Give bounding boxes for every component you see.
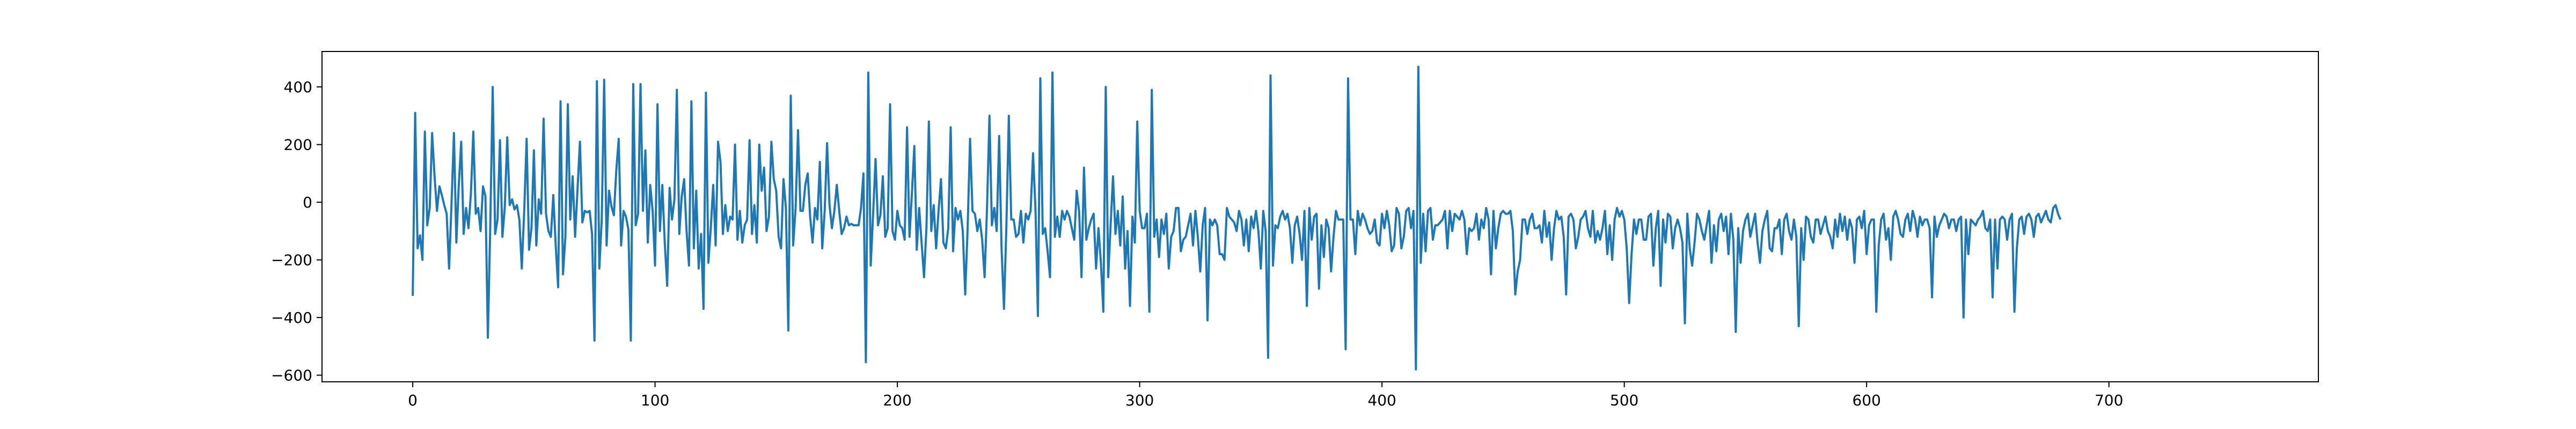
x-tick-label: 200 <box>883 391 911 409</box>
x-tick-label: 0 <box>408 391 418 409</box>
y-axis: −600 −400 −200 0 200 400 <box>271 78 322 384</box>
x-tick-label: 100 <box>641 391 669 409</box>
y-tick-label: 0 <box>303 194 312 211</box>
x-tick-label: 500 <box>1610 391 1638 409</box>
x-tick-label: 300 <box>1125 391 1154 409</box>
y-tick-label: −200 <box>271 252 312 269</box>
y-tick-label: −600 <box>271 367 312 384</box>
x-axis: 0 100 200 300 400 500 600 700 <box>408 382 2123 409</box>
y-tick-label: 400 <box>284 78 312 96</box>
series-line-0 <box>412 65 2062 371</box>
series-group <box>412 65 2062 371</box>
x-tick-label: 600 <box>1852 391 1880 409</box>
plot-frame <box>321 51 2319 382</box>
y-tick-label: 200 <box>284 136 312 154</box>
x-tick-label: 700 <box>2095 391 2123 409</box>
y-tick-label: −400 <box>271 309 312 327</box>
x-tick-label: 400 <box>1367 391 1396 409</box>
